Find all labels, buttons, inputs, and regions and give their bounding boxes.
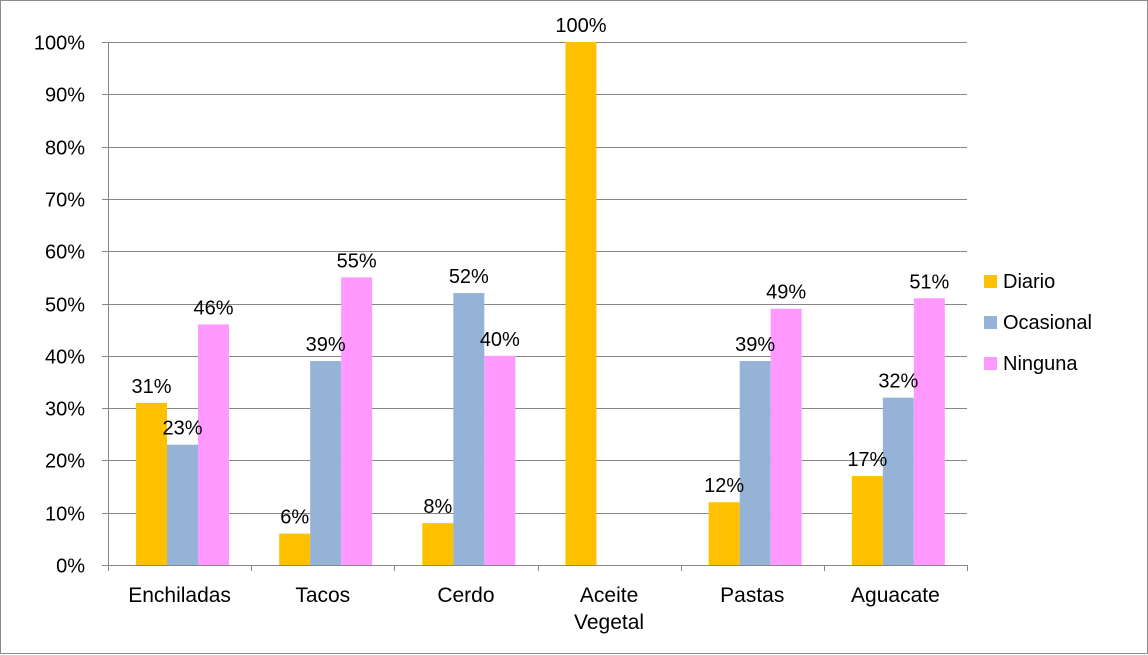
data-label: 31%: [131, 376, 171, 398]
legend-label: Ocasional: [1003, 312, 1092, 334]
x-tick-label: Cerdo: [437, 584, 494, 607]
gridlines: [108, 42, 967, 514]
x-tick-label-line: Enchiladas: [128, 584, 231, 607]
y-tick-label: 30%: [45, 399, 85, 421]
legend-swatch-diario: [984, 275, 997, 288]
x-tick-label-line: Cerdo: [437, 584, 494, 607]
y-tick-label: 20%: [45, 451, 85, 473]
x-tick-label-line: Tacos: [295, 584, 350, 607]
bar-ocasional: [739, 361, 771, 565]
legend-swatch-ninguna: [984, 357, 997, 370]
data-label: 8%: [423, 496, 452, 518]
bars: [136, 42, 945, 565]
bar-diario: [136, 402, 167, 565]
bar-ninguna: [913, 298, 945, 565]
x-tick-label-line: Pastas: [720, 584, 784, 607]
bar-ninguna: [484, 355, 516, 565]
y-tick-label: 100%: [34, 33, 85, 55]
data-label: 39%: [306, 334, 346, 356]
data-label: 46%: [193, 297, 233, 319]
data-labels: 31% 23% 46% 6% 39% 55% 8% 52% 40% 100% 12% 39% 49% 17…: [131, 15, 949, 529]
data-label: 17%: [847, 449, 887, 471]
bar-ocasional: [882, 397, 914, 565]
bar-ninguna: [341, 277, 373, 565]
y-tick-label: 50%: [45, 295, 85, 317]
data-label: 49%: [766, 282, 806, 304]
bar-diario: [708, 502, 740, 565]
y-tick-label: 60%: [45, 242, 85, 264]
bar-diario: [422, 523, 454, 565]
legend-label: Ninguna: [1003, 353, 1078, 375]
x-tick-label-line: Aguacate: [851, 584, 940, 607]
data-label: 39%: [735, 334, 775, 356]
x-tick-label-line: Aceite: [580, 584, 638, 607]
bar-ninguna: [770, 308, 802, 565]
data-label: 32%: [878, 371, 918, 393]
axes: 0% 10% 20% 30% 40% 50% 60% 70% 80% 90% 100% Enchila…: [34, 33, 968, 634]
bar-ocasional: [310, 361, 342, 565]
legend: Diario Ocasional Ninguna: [984, 271, 1092, 375]
x-tick-label: Aceite Vegetal: [574, 584, 644, 634]
data-label: 23%: [162, 418, 202, 440]
y-tick-label: 10%: [45, 504, 85, 526]
data-label: 55%: [337, 250, 377, 272]
x-tick-label: Pastas: [720, 584, 784, 607]
x-tick-label: Tacos: [295, 584, 350, 607]
bar-ninguna: [198, 324, 229, 565]
bar-diario: [565, 42, 597, 565]
data-label: 6%: [280, 507, 309, 529]
y-tick-label: 70%: [45, 190, 85, 212]
y-tick-label: 0%: [56, 556, 85, 578]
x-tick-label-line: Vegetal: [574, 611, 644, 634]
data-label: 52%: [449, 266, 489, 288]
data-label: 100%: [555, 15, 606, 37]
legend-label: Diario: [1003, 271, 1055, 293]
y-tick-label: 40%: [45, 347, 85, 369]
bar-ocasional: [167, 444, 198, 565]
bar-diario: [279, 533, 311, 565]
x-tick-label: Aguacate: [851, 584, 940, 607]
data-label: 51%: [909, 271, 949, 293]
bar-ocasional: [453, 293, 485, 565]
data-label: 40%: [480, 329, 520, 351]
y-tick-label: 90%: [45, 85, 85, 107]
legend-swatch-ocasional: [984, 316, 997, 329]
bar-diario: [851, 476, 883, 565]
data-label: 12%: [704, 475, 744, 497]
x-tick-label: Enchiladas: [128, 584, 231, 607]
y-tick-label: 80%: [45, 138, 85, 160]
